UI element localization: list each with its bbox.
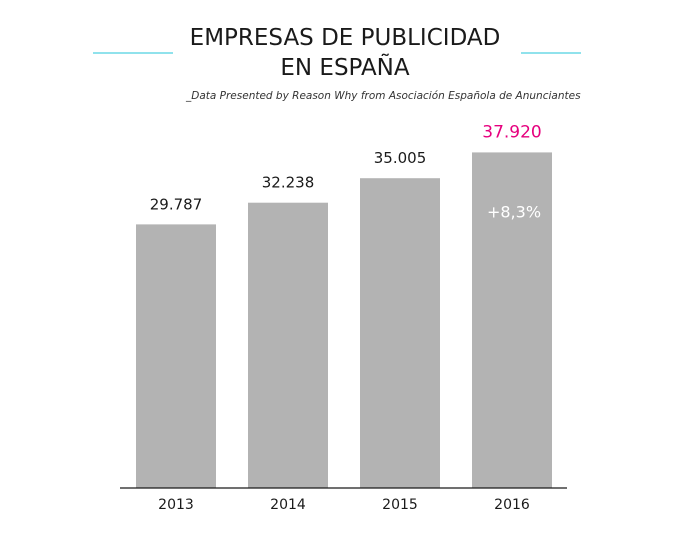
x-tick-label-2014: 2014 <box>270 497 306 513</box>
x-tick-label-2016: 2016 <box>494 497 530 513</box>
value-label-2016: 37.920 <box>482 122 541 142</box>
chart-subtitle: _Data Presented by Reason Why from Asoci… <box>185 90 581 102</box>
bar-2014 <box>248 202 328 488</box>
value-label-2013: 29.787 <box>150 195 203 213</box>
chart-title-line-2: EN ESPAÑA <box>280 53 410 81</box>
x-tick-labels-group: 2013 2014 2015 2016 <box>158 497 530 513</box>
bar-2015 <box>360 178 440 488</box>
value-labels-group: 29.787 32.238 35.005 37.920 <box>150 122 542 213</box>
bars-group <box>136 152 552 488</box>
x-tick-label-2013: 2013 <box>158 497 194 513</box>
bar-2016 <box>472 152 552 488</box>
bar-2013 <box>136 224 216 488</box>
value-label-2014: 32.238 <box>262 174 315 192</box>
growth-annotation-label: +8,3% <box>487 202 541 221</box>
value-label-2015: 35.005 <box>374 149 427 167</box>
x-tick-label-2015: 2015 <box>382 497 418 513</box>
chart-title-line-1: EMPRESAS DE PUBLICIDAD <box>190 25 501 51</box>
